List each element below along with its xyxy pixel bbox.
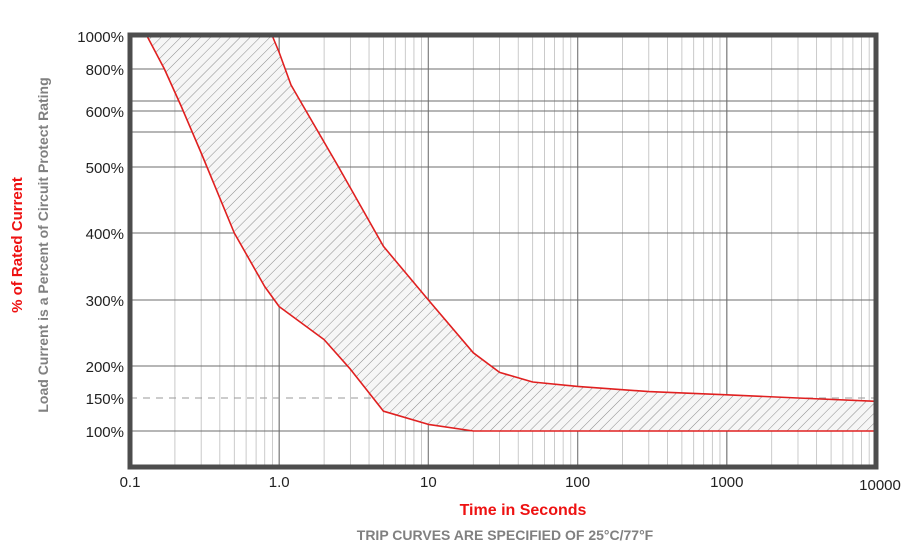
- x-tick-label: 1.0: [269, 474, 290, 491]
- trip-band-hatched-area: [147, 36, 876, 431]
- x-tick-label: 1000: [710, 474, 743, 491]
- x-tick-label: 0.1: [120, 474, 141, 491]
- x-axis-tick-labels: 0.1 1.0 10 100 1000 10000: [120, 474, 901, 494]
- y-tick-label: 600%: [86, 104, 124, 121]
- y-tick-label: 100%: [86, 424, 124, 441]
- plot-frame: [127, 32, 879, 470]
- upper-trip-curve: [271, 35, 877, 403]
- trip-curves: [146, 35, 877, 432]
- y-axis-title: % of Rated Current: [9, 177, 26, 313]
- y-tick-label: 800%: [86, 62, 124, 79]
- y-tick-label: 500%: [86, 160, 124, 177]
- y-tick-label: 300%: [86, 293, 124, 310]
- y-tick-label: 200%: [86, 359, 124, 376]
- chart-footnote: TRIP CURVES ARE SPECIFIED OF 25°C/77°F: [357, 527, 654, 543]
- x-tick-label: 10: [420, 474, 437, 491]
- lower-trip-curve: [146, 35, 876, 432]
- y-axis-secondary-title: Load Current is a Percent of Circuit Pro…: [35, 77, 51, 412]
- y-tick-label: 1000%: [77, 29, 124, 46]
- x-tick-label: 100: [565, 474, 590, 491]
- y-tick-label: 400%: [86, 226, 124, 243]
- x-tick-label: 10000: [859, 477, 901, 494]
- x-axis-title: Time in Seconds: [460, 502, 587, 519]
- y-tick-label: 150%: [86, 391, 124, 408]
- y-axis-tick-labels: 1000% 800% 600% 500% 400% 300% 200% 150% 100%: [77, 29, 124, 441]
